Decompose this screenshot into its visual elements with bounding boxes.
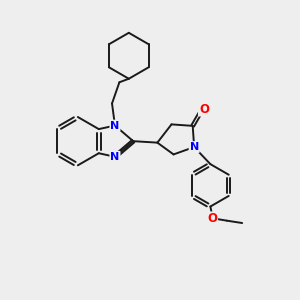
Text: N: N: [190, 142, 199, 152]
Text: O: O: [199, 103, 209, 116]
Text: N: N: [110, 152, 120, 162]
Text: O: O: [207, 212, 217, 225]
Text: N: N: [110, 121, 120, 130]
